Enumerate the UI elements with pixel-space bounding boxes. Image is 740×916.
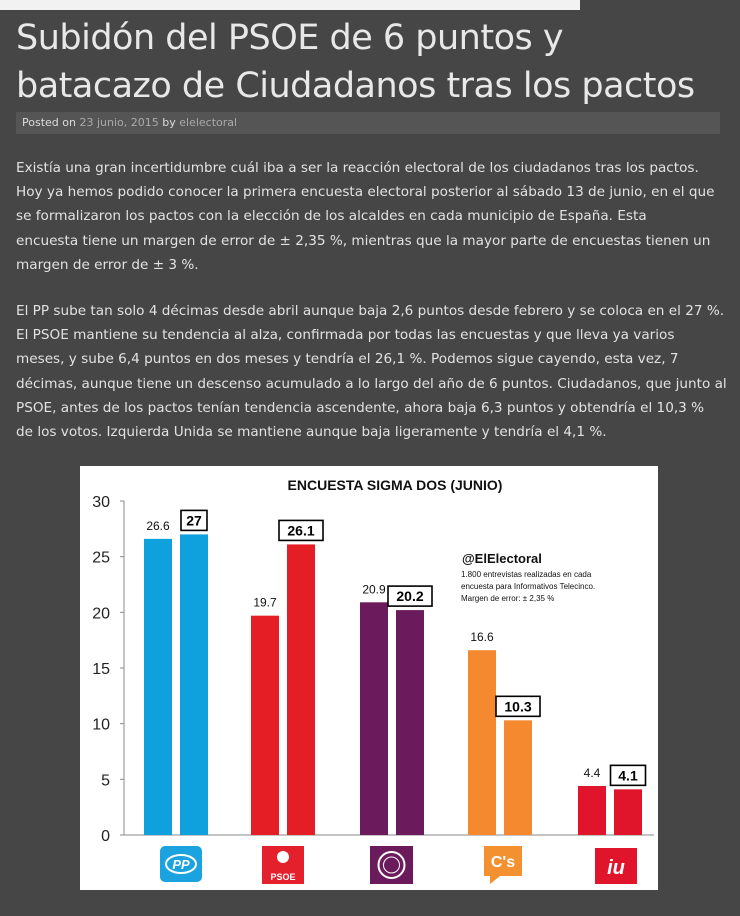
y-tick-label: 0 bbox=[101, 828, 110, 845]
bar-cs-current bbox=[504, 720, 532, 835]
post-date-link[interactable]: 23 junio, 2015 bbox=[79, 116, 159, 129]
bar-iu-previous bbox=[578, 786, 606, 835]
p1-line: encuesta tiene un margen de error de ± 2… bbox=[16, 232, 711, 249]
iu-logo-bg bbox=[595, 848, 637, 884]
p1-line: Hoy ya hemos podido conocer la primera e… bbox=[16, 184, 715, 201]
value-label-previous: 16.6 bbox=[470, 630, 494, 644]
value-label-box bbox=[495, 695, 541, 718]
by-label: by bbox=[162, 116, 176, 129]
iu-logo: iu bbox=[595, 848, 637, 884]
p2-line: El PSOE mantiene su tendencia al alza, c… bbox=[16, 327, 675, 344]
value-label-box bbox=[387, 585, 433, 607]
psoe-logo: PSOE bbox=[262, 846, 304, 884]
bar-psoe-current bbox=[287, 544, 315, 835]
pp-logo-bg bbox=[160, 846, 202, 882]
annotation-line: encuesta para Informativos Telecinco. bbox=[461, 582, 595, 591]
value-label-box bbox=[278, 519, 324, 542]
value-label-current: 26.1 bbox=[287, 522, 314, 538]
value-label-current: 4.1 bbox=[618, 767, 638, 783]
psoe-rose-icon bbox=[277, 851, 289, 863]
podemos-inner-circle-icon bbox=[383, 856, 400, 874]
value-label-current: 20.2 bbox=[396, 588, 423, 604]
paragraph-2: El PP sube tan solo 4 décimas desde abri… bbox=[16, 299, 728, 444]
y-tick-label: 15 bbox=[92, 661, 110, 678]
p2-line: meses, y sube 6,4 puntos en dos meses y … bbox=[16, 351, 679, 368]
p1-line: margen de error de ± 3 %. bbox=[16, 256, 199, 273]
bar-chart-svg: ENCUESTA SIGMA DOS (JUNIO) 051015202530 … bbox=[92, 477, 654, 884]
bar-psoe-previous bbox=[251, 615, 279, 835]
pp-logo-text: PP bbox=[172, 857, 190, 872]
value-label-box bbox=[609, 764, 647, 787]
podemos-logo bbox=[370, 846, 413, 884]
bar-podemos-previous bbox=[360, 602, 388, 835]
bars bbox=[144, 534, 642, 835]
podemos-circles-icon bbox=[377, 851, 406, 879]
p2-line: de los votos. Izquierda Unida se mantien… bbox=[16, 424, 607, 441]
cs-logo-text: C's bbox=[491, 854, 515, 871]
author-link[interactable]: elelectoral bbox=[179, 116, 238, 129]
poll-chart: ENCUESTA SIGMA DOS (JUNIO) 0 5 10 15 20 25 30 … bbox=[80, 466, 658, 890]
source-annotation: @ElElectoral 1.800 entrevistas realizada… bbox=[461, 551, 595, 603]
bar-podemos-current bbox=[396, 610, 424, 835]
bar-cs-previous bbox=[468, 650, 496, 835]
value-labels: 26.6 27 19.7 26.1 20.9 20.2 16.6 10.3 4.4 4.1 bbox=[146, 509, 647, 787]
pp-logo: PP bbox=[160, 846, 202, 882]
value-label-current: 10.3 bbox=[504, 698, 531, 714]
y-tick-label: 25 bbox=[92, 550, 110, 567]
paragraph-1: Existía una gran incertidumbre cuál iba … bbox=[16, 156, 728, 277]
p2-line: décimas, aunque tiene un descenso acumul… bbox=[16, 375, 727, 392]
psoe-logo-text: PSOE bbox=[270, 872, 295, 882]
value-label-previous: 19.7 bbox=[253, 596, 277, 610]
title-line-1: Subidón del PSOE de 6 puntos y bbox=[16, 18, 564, 58]
value-label-current: 27 bbox=[186, 512, 202, 528]
value-label-box bbox=[180, 509, 208, 532]
pp-logo-ring bbox=[165, 854, 197, 874]
y-tick-label: 5 bbox=[101, 772, 110, 789]
value-label-previous: 26.6 bbox=[146, 519, 170, 533]
posted-on-label: Posted on bbox=[22, 116, 76, 129]
bar-iu-current bbox=[614, 789, 642, 835]
y-axis: 0 5 10 15 20 25 30 bbox=[92, 494, 124, 845]
cs-logo: C's bbox=[484, 846, 522, 884]
annotation-line: 1.800 entrevistas realizadas en cada bbox=[461, 570, 592, 579]
post-meta: Posted on 23 junio, 2015 by elelectoral bbox=[16, 112, 720, 134]
cs-logo-bg bbox=[484, 846, 522, 884]
iu-logo-text: iu bbox=[607, 857, 625, 879]
p2-line: El PP sube tan solo 4 décimas desde abri… bbox=[16, 303, 725, 319]
y-tick-label: 20 bbox=[92, 605, 110, 622]
bar-pp-current bbox=[180, 534, 208, 835]
title-line-2: batacazo de Ciudadanos tras los pactos bbox=[16, 66, 695, 106]
p2-line: PSOE, antes de los pactos tenían tendenc… bbox=[16, 399, 705, 416]
top-bar bbox=[0, 0, 580, 10]
bar-pp-previous bbox=[144, 538, 172, 835]
annotation-handle: @ElElectoral bbox=[462, 551, 542, 566]
value-label-previous: 20.9 bbox=[362, 582, 386, 596]
chart-title: ENCUESTA SIGMA DOS (JUNIO) bbox=[288, 477, 503, 493]
p1-line: se formalizaron los pactos con la elecci… bbox=[16, 208, 647, 225]
value-label-previous: 4.4 bbox=[584, 766, 601, 780]
y-tick-label: 30 bbox=[92, 494, 110, 511]
article-title: Subidón del PSOE de 6 puntos y batacazo … bbox=[16, 14, 726, 110]
p1-line: Existía una gran incertidumbre cuál iba … bbox=[16, 160, 699, 176]
annotation-line: Margen de error: ± 2,35 % bbox=[461, 594, 554, 603]
y-tick-label: 10 bbox=[92, 717, 110, 734]
